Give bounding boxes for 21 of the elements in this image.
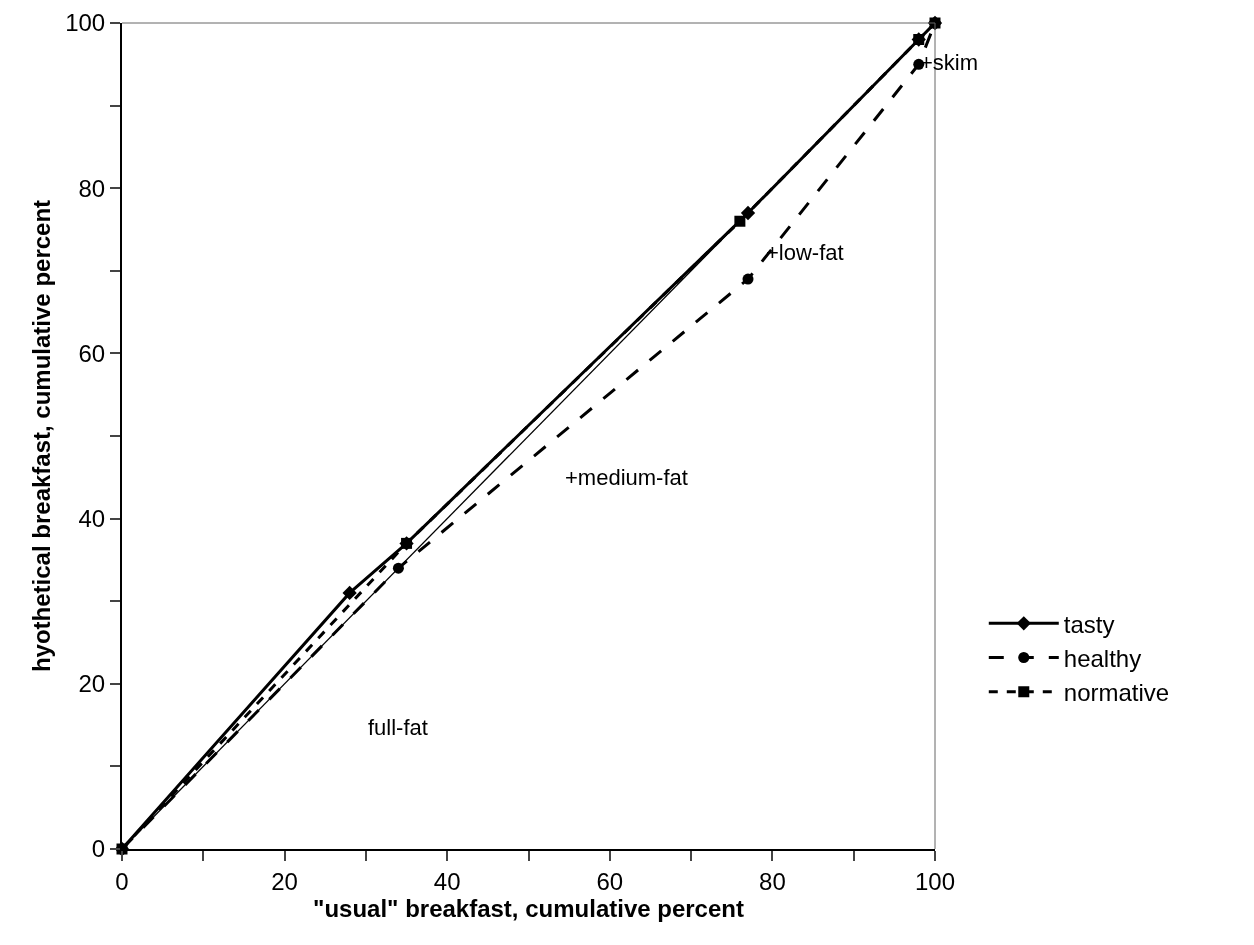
legend-label: tasty [1063,610,1115,638]
annotation: full-fat [368,715,428,740]
x-axis-title: "usual" breakfast, cumulative percent [313,894,744,922]
x-tick-label: 60 [596,867,624,895]
y-axis-title: hyothetical breakfast, cumulative percent [27,199,55,673]
annotation: +skim [920,50,979,75]
annotation: +low-fat [766,240,844,265]
y-tick-label: 40 [78,505,106,532]
x-tick-label: 40 [433,867,461,895]
y-tick-label: 0 [91,835,106,863]
x-tick-label: 100 [914,867,956,895]
y-tick-label: 80 [78,174,106,202]
y-tick-label: 20 [78,670,106,698]
x-tick-label: 20 [271,867,298,895]
y-tick-label: 60 [78,339,106,367]
legend-label: healthy [1063,644,1142,672]
x-tick-label: 0 [115,867,129,895]
legend-label: normative [1063,679,1170,707]
annotation: +medium-fat [565,465,688,490]
x-tick-label: 80 [759,867,786,895]
y-tick-label: 100 [65,9,106,37]
